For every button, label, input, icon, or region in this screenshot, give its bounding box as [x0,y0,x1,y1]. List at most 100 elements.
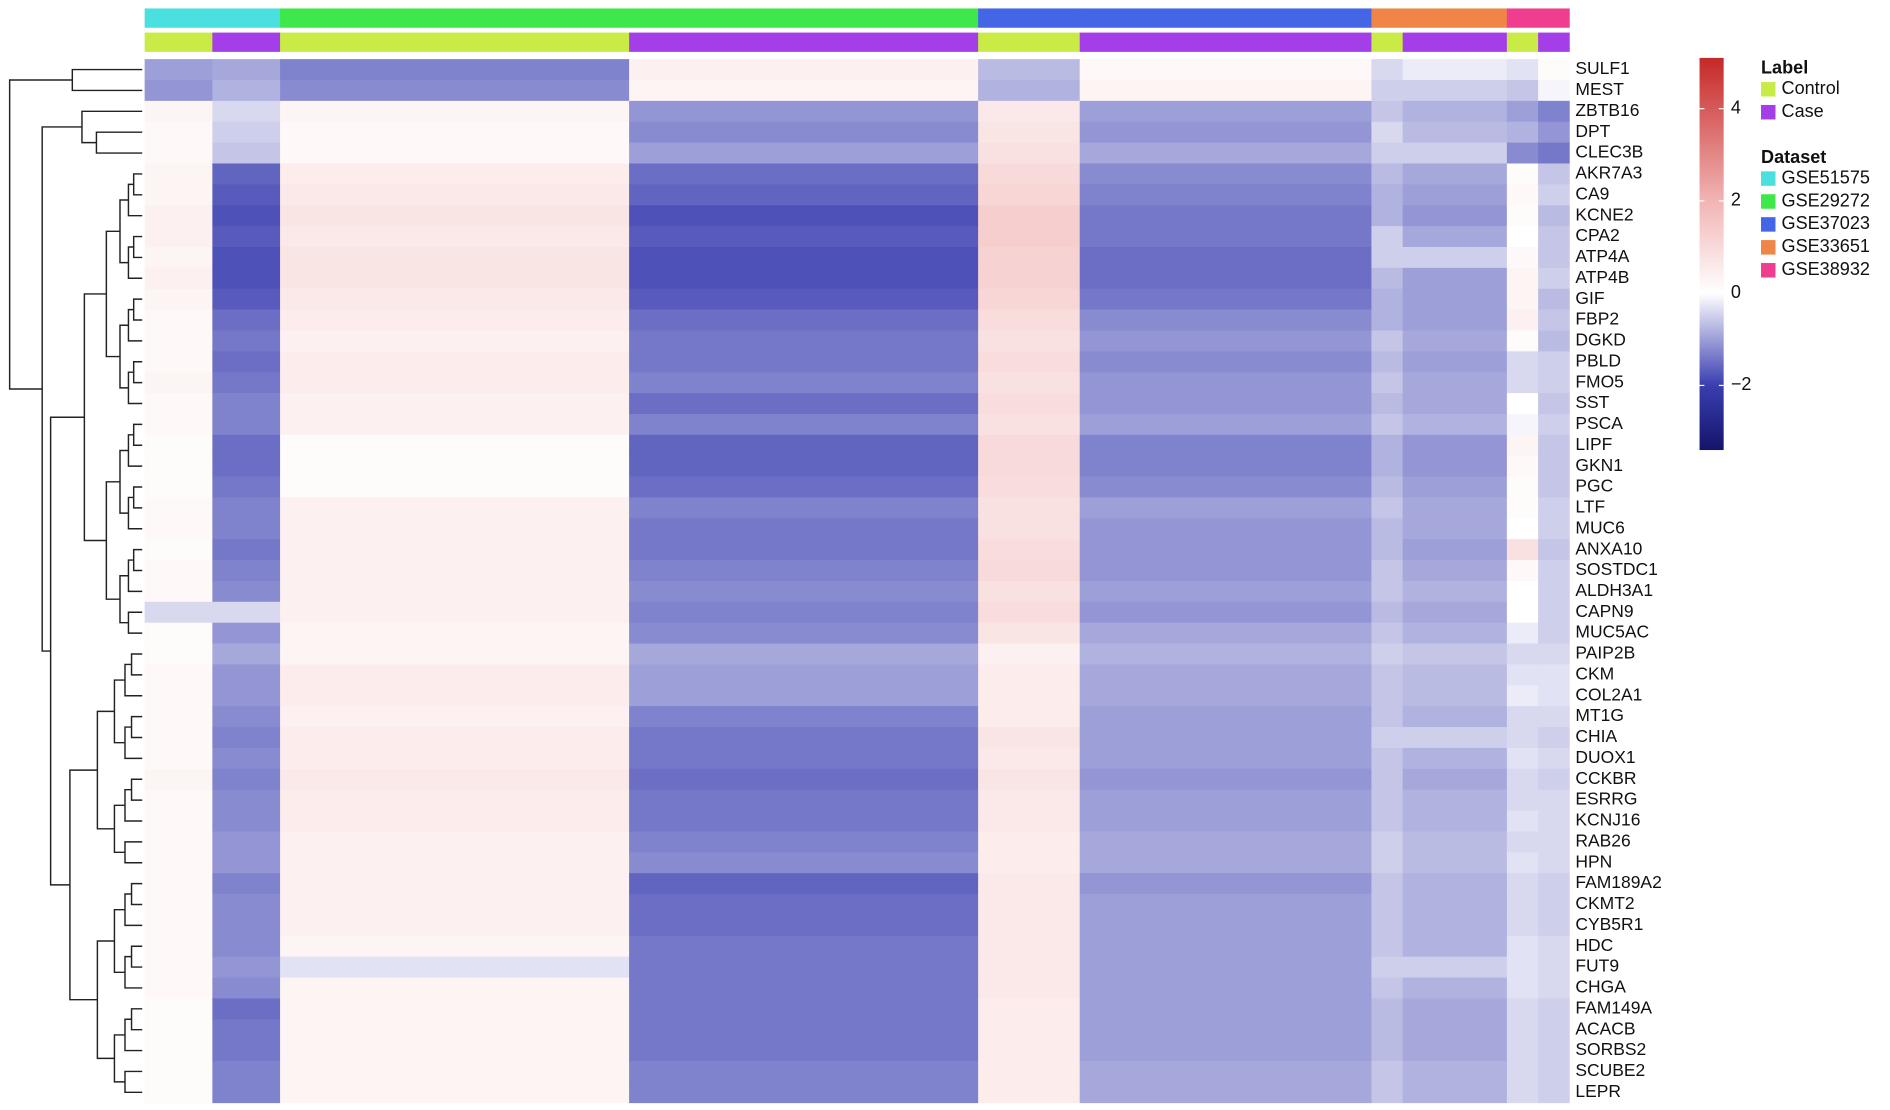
row-label: CHIA [1575,726,1617,746]
heat-cell [144,685,213,707]
legend-label: GSE37023 [1782,213,1870,233]
heat-cell [144,518,213,540]
heat-cell [1402,643,1508,665]
dendrogram-branch [119,574,129,624]
heat-cell [978,914,1081,937]
heat-cell [144,59,213,81]
heat-cell [212,539,281,561]
heat-cell [1079,455,1372,477]
heat-cell [212,580,281,603]
dendrogram-branch [132,361,143,384]
heat-cell [1506,413,1539,436]
heat-cell [1506,142,1539,164]
legend-swatch [1761,194,1776,209]
heat-cell [629,163,979,185]
row-label: MT1G [1575,705,1624,725]
row-label: CYB5R1 [1575,914,1643,934]
label-annotation [1371,32,1404,52]
heat-cell [629,935,979,958]
heat-cell [1506,267,1539,290]
heat-cell [1506,894,1539,916]
heat-cell [629,205,979,227]
heat-cell [1538,727,1570,749]
dendrogram-branch [8,79,73,390]
heat-cell [144,747,213,770]
heat-cell [629,267,979,290]
heat-cell [1506,351,1539,373]
heat-cell [978,393,1081,415]
heat-cell [629,622,979,644]
dataset-annotation [629,8,979,28]
heat-cell [1079,476,1372,498]
heat-cell [978,810,1081,832]
heat-cell [280,59,630,81]
dendrogram-branch [124,726,143,760]
heat-cell [144,977,213,999]
row-label: PAIP2B [1575,643,1635,663]
heat-cell [629,79,979,102]
heat-cell [978,497,1081,519]
heat-cell [1402,372,1508,394]
heat-cell [212,413,281,436]
heat-cell [978,539,1081,561]
row-label: CPA2 [1575,225,1619,245]
heat-cell [629,309,979,331]
heat-cell [1079,309,1372,331]
heat-cell [1506,1061,1539,1083]
heat-cell [1506,685,1539,707]
heat-cell [629,810,979,832]
heat-cell [1079,121,1372,143]
heat-cell [280,789,630,811]
dendrogram-branch [127,183,143,217]
row-label: DPT [1575,121,1610,141]
heat-cell [212,747,281,770]
heat-cell [978,142,1081,164]
heat-cell [1538,205,1570,227]
heat-cell [629,121,979,143]
heat-cell [1402,163,1508,185]
heat-cell [280,413,630,436]
heat-cell [212,518,281,540]
heat-cell [144,831,213,853]
dendrogram-branch [130,715,143,739]
heat-cell [212,706,281,728]
dendrogram-branch [113,1034,125,1083]
heat-cell [1402,455,1508,477]
heat-cell [629,560,979,582]
heat-cell [280,184,630,206]
heat-cell [1538,894,1570,916]
heat-cell [1402,246,1508,269]
heat-cell [629,998,979,1020]
heat-cell [1538,810,1570,832]
row-label: GIF [1575,288,1604,308]
heat-cell [978,789,1081,811]
heat-cell [629,727,979,749]
heat-cell [1079,434,1372,457]
heat-cell [212,622,281,644]
dendrogram [8,68,143,1094]
heat-cell [978,747,1081,770]
heat-cell [1079,539,1372,561]
heat-cell [212,59,281,81]
heat-cell [1371,873,1404,895]
label-annotation [1506,32,1539,52]
heat-cell [978,852,1081,874]
heat-cell [1079,351,1372,373]
heat-cell [978,622,1081,644]
heat-cell [1538,685,1570,707]
heat-cell [978,205,1081,227]
row-label: SOSTDC1 [1575,559,1657,579]
heat-cell [212,288,281,310]
heat-cell [1371,455,1404,477]
heat-cell [212,330,281,352]
heat-cell [1538,831,1570,853]
heat-cell [1371,1019,1404,1041]
heat-cell [1402,1040,1508,1062]
heat-cell [1402,560,1508,582]
row-label: FUT9 [1575,956,1619,976]
heat-cell [212,560,281,582]
heat-cell [144,434,213,457]
heat-cell [629,476,979,498]
heat-cell [144,852,213,874]
heat-cell [212,434,281,457]
